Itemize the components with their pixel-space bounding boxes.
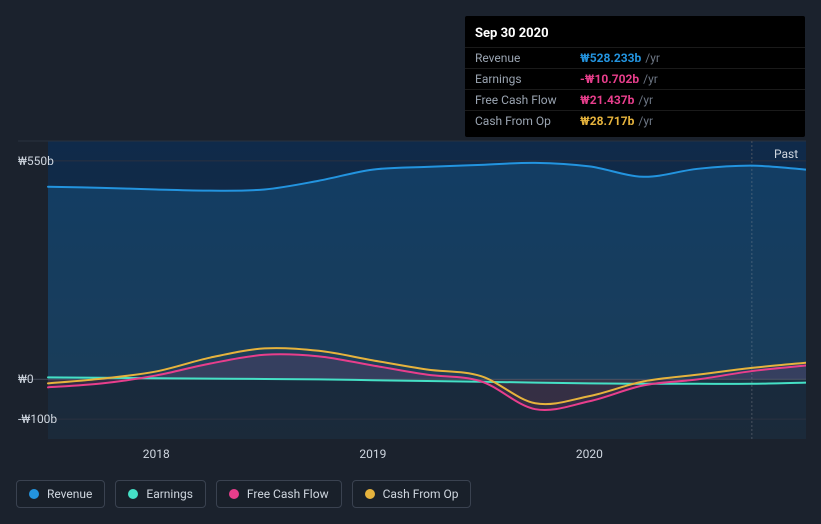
tooltip-row-unit: /yr	[638, 114, 653, 128]
legend-item-cfo[interactable]: Cash From Op	[352, 480, 472, 508]
tooltip-row-label: Free Cash Flow	[475, 93, 580, 107]
tooltip-row: Free Cash Flow₩21.437b/yr	[465, 89, 805, 110]
legend-label: Free Cash Flow	[247, 487, 329, 501]
chart-tooltip: Sep 30 2020 Revenue₩528.233b/yrEarnings-…	[465, 16, 805, 137]
tooltip-row-label: Earnings	[475, 72, 580, 86]
legend-item-earnings[interactable]: Earnings	[115, 480, 206, 508]
legend-label: Revenue	[47, 487, 92, 501]
tooltip-row-unit: /yr	[645, 51, 660, 65]
legend-swatch	[365, 489, 375, 499]
legend-label: Earnings	[146, 487, 193, 501]
tooltip-row-value: -₩10.702b	[580, 72, 639, 86]
tooltip-row-value: ₩28.717b	[580, 114, 634, 128]
tooltip-row: Revenue₩528.233b/yr	[465, 47, 805, 68]
legend-swatch	[29, 489, 39, 499]
tooltip-row-value: ₩21.437b	[580, 93, 634, 107]
y-tick-label: -₩100b	[18, 412, 57, 426]
tooltip-row-unit: /yr	[643, 72, 658, 86]
tooltip-date: Sep 30 2020	[465, 22, 805, 47]
legend-label: Cash From Op	[383, 487, 459, 501]
y-tick-label: ₩0	[18, 372, 34, 386]
chart-legend: Revenue Earnings Free Cash Flow Cash From O…	[16, 480, 471, 508]
x-tick-label: 2019	[359, 447, 386, 461]
tooltip-row-value: ₩528.233b	[580, 51, 641, 65]
legend-item-fcf[interactable]: Free Cash Flow	[216, 480, 342, 508]
x-tick-label: 2018	[143, 447, 170, 461]
legend-swatch	[229, 489, 239, 499]
legend-item-revenue[interactable]: Revenue	[16, 480, 105, 508]
tooltip-row: Earnings-₩10.702b/yr	[465, 68, 805, 89]
x-tick-label: 2020	[576, 447, 603, 461]
tooltip-row-label: Revenue	[475, 51, 580, 65]
tooltip-row-unit: /yr	[638, 93, 653, 107]
legend-swatch	[128, 489, 138, 499]
past-label: Past	[774, 147, 798, 161]
tooltip-row-label: Cash From Op	[475, 114, 580, 128]
y-tick-label: ₩550b	[18, 154, 54, 168]
tooltip-row: Cash From Op₩28.717b/yr	[465, 110, 805, 131]
